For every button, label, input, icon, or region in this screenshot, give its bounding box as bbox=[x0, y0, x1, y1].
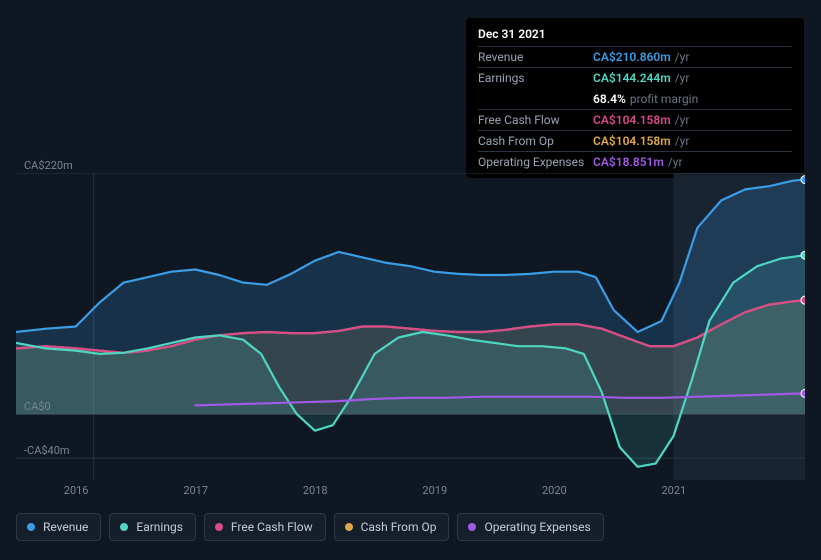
chart-legend: Revenue Earnings Free Cash Flow Cash From O… bbox=[16, 513, 604, 541]
x-axis-label: 2016 bbox=[64, 484, 89, 497]
tooltip-row-suffix: /yr bbox=[675, 112, 690, 128]
tooltip-row-value: CA$210.860m bbox=[593, 49, 671, 65]
tooltip-sub-text: profit margin bbox=[630, 91, 698, 107]
legend-label: Earnings bbox=[136, 520, 183, 534]
legend-item-revenue[interactable]: Revenue bbox=[16, 513, 101, 541]
tooltip-row: Free Cash FlowCA$104.158m/yr bbox=[478, 109, 792, 130]
tooltip-row-value: CA$104.158m bbox=[593, 112, 671, 128]
tooltip-row-suffix: /yr bbox=[675, 133, 690, 149]
legend-dot bbox=[27, 523, 35, 531]
tooltip-row-suffix: /yr bbox=[675, 70, 690, 86]
legend-item-earnings[interactable]: Earnings bbox=[109, 513, 196, 541]
tooltip-sub-pct: 68.4% bbox=[593, 91, 626, 107]
tooltip-row-label: Revenue bbox=[478, 49, 593, 65]
legend-dot bbox=[120, 523, 128, 531]
legend-item-fcf[interactable]: Free Cash Flow bbox=[204, 513, 326, 541]
legend-dot bbox=[468, 523, 476, 531]
tooltip-row-label: Free Cash Flow bbox=[478, 112, 593, 128]
legend-item-opex[interactable]: Operating Expenses bbox=[457, 513, 603, 541]
legend-dot bbox=[215, 523, 223, 531]
legend-label: Cash From Op bbox=[361, 520, 437, 534]
earnings-history-chart: CA$220m CA$0 -CA$40m 2016 2017 2018 2019 2020 20… bbox=[16, 155, 805, 535]
tooltip-row: RevenueCA$210.860m/yr bbox=[478, 46, 792, 67]
x-axis-label: 2019 bbox=[422, 484, 447, 497]
tooltip-date: Dec 31 2021 bbox=[478, 26, 792, 46]
tooltip-row-value: CA$104.158m bbox=[593, 133, 671, 149]
chart-plot-area[interactable] bbox=[16, 173, 805, 480]
legend-dot bbox=[345, 523, 353, 531]
x-axis-label: 2017 bbox=[183, 484, 208, 497]
y-axis-label: CA$0 bbox=[24, 400, 51, 413]
x-axis-label: 2018 bbox=[303, 484, 328, 497]
y-axis-label: CA$220m bbox=[24, 159, 73, 172]
legend-label: Revenue bbox=[43, 520, 88, 534]
x-axis-label: 2021 bbox=[662, 484, 687, 497]
tooltip-row-label: Earnings bbox=[478, 70, 593, 86]
y-axis-label: -CA$40m bbox=[24, 444, 70, 457]
tooltip-row-label: Cash From Op bbox=[478, 133, 593, 149]
legend-item-cashop[interactable]: Cash From Op bbox=[334, 513, 450, 541]
tooltip-row-value: CA$144.244m bbox=[593, 70, 671, 86]
tooltip-row: Cash From OpCA$104.158m/yr bbox=[478, 130, 792, 151]
tooltip-row: EarningsCA$144.244m/yr bbox=[478, 67, 792, 88]
tooltip-subrow: 68.4%profit margin bbox=[478, 89, 792, 109]
legend-label: Operating Expenses bbox=[484, 520, 590, 534]
x-axis-label: 2020 bbox=[542, 484, 567, 497]
tooltip-row-suffix: /yr bbox=[675, 49, 690, 65]
legend-label: Free Cash Flow bbox=[231, 520, 313, 534]
